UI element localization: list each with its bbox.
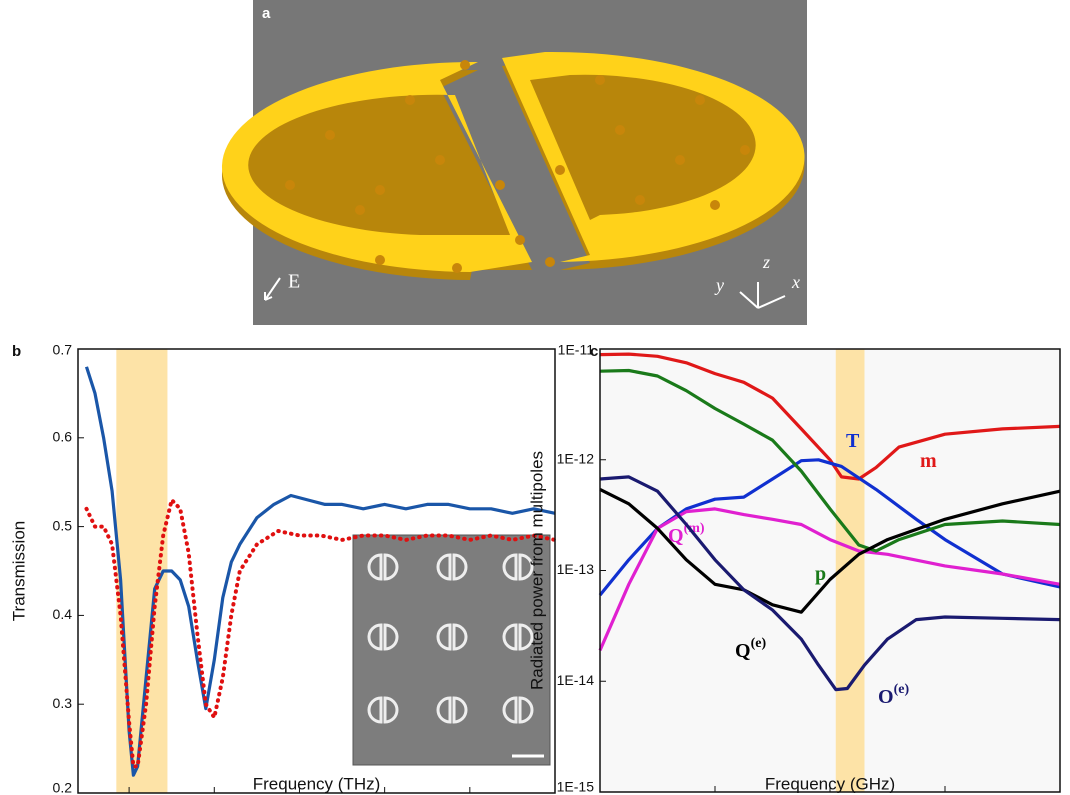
curve-label-main: p bbox=[815, 563, 826, 585]
curve-label-sup: (e) bbox=[894, 682, 910, 697]
curve-label-main: Q bbox=[735, 640, 751, 662]
panel-label: b bbox=[12, 343, 21, 360]
x-axis-label: Frequency (GHz) bbox=[765, 774, 895, 793]
curve-label-main: T bbox=[846, 430, 860, 452]
panel-a: a E y z x bbox=[222, 0, 807, 325]
panel-label: a bbox=[262, 5, 271, 22]
plot-area bbox=[600, 349, 1060, 792]
axis-label: x bbox=[791, 272, 800, 292]
y-tick-label: 0.2 bbox=[53, 780, 73, 795]
curve-label-sup: (e) bbox=[751, 636, 767, 651]
panel-label: c bbox=[590, 343, 598, 360]
y-tick-label: 0.5 bbox=[53, 517, 73, 533]
curve-label-main: O bbox=[878, 686, 894, 708]
y-tick-label: 1E-12 bbox=[557, 450, 595, 466]
y-tick-label: 0.6 bbox=[53, 429, 73, 445]
y-tick-label: 1E-15 bbox=[557, 779, 595, 795]
field-label: E bbox=[288, 271, 300, 293]
y-tick-label: 0.4 bbox=[53, 606, 73, 622]
axis-label: y bbox=[714, 275, 724, 295]
curve-label: m bbox=[920, 450, 937, 472]
x-axis-label: Frequency (THz) bbox=[253, 774, 381, 793]
y-tick-label: 1E-14 bbox=[557, 672, 595, 688]
curve-label: T bbox=[846, 430, 860, 452]
y-axis-label: Radiated power from multipoles bbox=[527, 451, 546, 690]
curve-label-main: m bbox=[920, 450, 937, 472]
figure: a E y z x 0.40.60.81.01.21.40.20.30.40.5… bbox=[0, 0, 1070, 795]
y-tick-label: 0.3 bbox=[53, 695, 73, 711]
curve-label: p bbox=[815, 563, 826, 585]
axis-label: z bbox=[762, 252, 770, 272]
y-tick-label: 1E-13 bbox=[557, 561, 595, 577]
y-tick-label: 0.7 bbox=[53, 342, 73, 358]
y-tick-label: 1E-11 bbox=[558, 342, 595, 358]
y-axis-label: Transmission bbox=[9, 521, 28, 621]
